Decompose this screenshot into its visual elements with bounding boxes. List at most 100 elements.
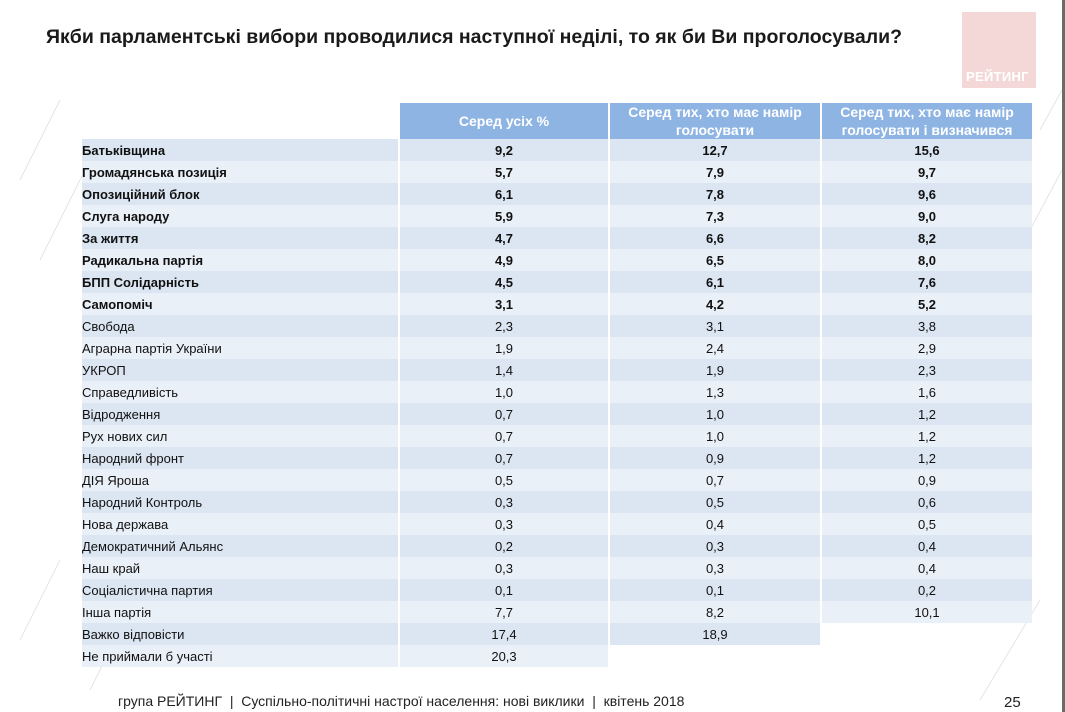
- value-decided-cell: 5,2: [820, 293, 1032, 315]
- party-name-cell: Громадянська позиція: [82, 161, 398, 183]
- value-decided-cell: 8,0: [820, 249, 1032, 271]
- party-name-cell: Самопоміч: [82, 293, 398, 315]
- party-name-cell: Відродження: [82, 403, 398, 425]
- value-all-cell: 1,4: [398, 359, 608, 381]
- results-table: Серед усіх % Серед тих, хто має намір го…: [82, 103, 1032, 667]
- value-intend-cell: 6,1: [608, 271, 820, 293]
- value-all-cell: 0,7: [398, 425, 608, 447]
- footer-text: група РЕЙТИНГ | Суспільно-політичні наст…: [118, 693, 685, 709]
- value-decided-cell: [820, 645, 1032, 667]
- column-header-all: Серед усіх %: [398, 103, 608, 139]
- value-all-cell: 17,4: [398, 623, 608, 645]
- value-intend-cell: 0,9: [608, 447, 820, 469]
- party-name-cell: Слуга народу: [82, 205, 398, 227]
- party-name-cell: Нова держава: [82, 513, 398, 535]
- party-name-cell: УКРОП: [82, 359, 398, 381]
- table-row: Наш край 0,3 0,3 0,4: [82, 557, 1032, 579]
- value-all-cell: 0,2: [398, 535, 608, 557]
- table-row: Слуга народу 5,9 7,3 9,0: [82, 205, 1032, 227]
- value-decided-cell: 1,6: [820, 381, 1032, 403]
- value-all-cell: 7,7: [398, 601, 608, 623]
- party-name-cell: БПП Солідарність: [82, 271, 398, 293]
- party-name-cell: Важко відповісти: [82, 623, 398, 645]
- page-title: Якби парламентські вибори проводилися на…: [46, 26, 903, 48]
- value-intend-cell: 0,4: [608, 513, 820, 535]
- value-intend-cell: 8,2: [608, 601, 820, 623]
- table-row: Важко відповісти 17,4 18,9: [82, 623, 1032, 645]
- value-decided-cell: 2,9: [820, 337, 1032, 359]
- table-row: Відродження 0,7 1,0 1,2: [82, 403, 1032, 425]
- column-header-decided: Серед тих, хто має намір голосувати і ви…: [820, 103, 1032, 139]
- value-all-cell: 6,1: [398, 183, 608, 205]
- value-all-cell: 0,1: [398, 579, 608, 601]
- value-decided-cell: 0,6: [820, 491, 1032, 513]
- value-all-cell: 0,3: [398, 491, 608, 513]
- table-row: Народний фронт 0,7 0,9 1,2: [82, 447, 1032, 469]
- value-intend-cell: 7,9: [608, 161, 820, 183]
- value-intend-cell: 6,6: [608, 227, 820, 249]
- logo-text: РЕЙТИНГ: [966, 69, 1029, 84]
- value-intend-cell: 12,7: [608, 139, 820, 161]
- table-row: Нова держава 0,3 0,4 0,5: [82, 513, 1032, 535]
- party-name-cell: ДІЯ Яроша: [82, 469, 398, 491]
- party-name-cell: Народний фронт: [82, 447, 398, 469]
- value-intend-cell: 7,3: [608, 205, 820, 227]
- value-all-cell: 4,9: [398, 249, 608, 271]
- value-intend-cell: 1,3: [608, 381, 820, 403]
- value-all-cell: 5,7: [398, 161, 608, 183]
- value-decided-cell: 8,2: [820, 227, 1032, 249]
- table-row: Свобода 2,3 3,1 3,8: [82, 315, 1032, 337]
- value-all-cell: 1,9: [398, 337, 608, 359]
- table-row: Інша партія 7,7 8,2 10,1: [82, 601, 1032, 623]
- party-name-cell: Соціалістична партия: [82, 579, 398, 601]
- value-decided-cell: 0,5: [820, 513, 1032, 535]
- party-name-cell: Наш край: [82, 557, 398, 579]
- column-header-intend: Серед тих, хто має намір голосувати: [608, 103, 820, 139]
- party-name-cell: Справедливість: [82, 381, 398, 403]
- value-intend-cell: 1,9: [608, 359, 820, 381]
- party-name-cell: Свобода: [82, 315, 398, 337]
- table-row: Демократичний Альянс 0,2 0,3 0,4: [82, 535, 1032, 557]
- value-decided-cell: 0,4: [820, 535, 1032, 557]
- table-row: Рух нових сил 0,7 1,0 1,2: [82, 425, 1032, 447]
- value-all-cell: 0,7: [398, 403, 608, 425]
- value-intend-cell: 2,4: [608, 337, 820, 359]
- value-all-cell: 3,1: [398, 293, 608, 315]
- value-intend-cell: 0,3: [608, 557, 820, 579]
- value-intend-cell: 1,0: [608, 403, 820, 425]
- table-row: БПП Солідарність 4,5 6,1 7,6: [82, 271, 1032, 293]
- value-intend-cell: 0,7: [608, 469, 820, 491]
- value-decided-cell: 9,6: [820, 183, 1032, 205]
- party-name-cell: Батьківщина: [82, 139, 398, 161]
- value-all-cell: 4,5: [398, 271, 608, 293]
- table-row: Справедливість 1,0 1,3 1,6: [82, 381, 1032, 403]
- table-row: Самопоміч 3,1 4,2 5,2: [82, 293, 1032, 315]
- value-decided-cell: 0,9: [820, 469, 1032, 491]
- table-row: Не приймали б участі 20,3: [82, 645, 1032, 667]
- party-name-cell: Не приймали б участі: [82, 645, 398, 667]
- table-row: УКРОП 1,4 1,9 2,3: [82, 359, 1032, 381]
- value-all-cell: 0,3: [398, 557, 608, 579]
- table-row: Соціалістична партия 0,1 0,1 0,2: [82, 579, 1032, 601]
- value-intend-cell: 1,0: [608, 425, 820, 447]
- table-header-row: Серед усіх % Серед тих, хто має намір го…: [82, 103, 1032, 139]
- value-intend-cell: 0,1: [608, 579, 820, 601]
- party-name-cell: Радикальна партія: [82, 249, 398, 271]
- table-row: За життя 4,7 6,6 8,2: [82, 227, 1032, 249]
- party-name-cell: Аграрна партія України: [82, 337, 398, 359]
- value-decided-cell: 10,1: [820, 601, 1032, 623]
- value-decided-cell: 1,2: [820, 447, 1032, 469]
- header-blank: [82, 103, 398, 139]
- value-decided-cell: 3,8: [820, 315, 1032, 337]
- value-decided-cell: 0,4: [820, 557, 1032, 579]
- value-decided-cell: 15,6: [820, 139, 1032, 161]
- value-all-cell: 0,3: [398, 513, 608, 535]
- party-name-cell: Рух нових сил: [82, 425, 398, 447]
- table-row: ДІЯ Яроша 0,5 0,7 0,9: [82, 469, 1032, 491]
- value-decided-cell: 0,2: [820, 579, 1032, 601]
- value-decided-cell: 9,0: [820, 205, 1032, 227]
- value-decided-cell: 1,2: [820, 425, 1032, 447]
- party-name-cell: Інша партія: [82, 601, 398, 623]
- value-intend-cell: 0,5: [608, 491, 820, 513]
